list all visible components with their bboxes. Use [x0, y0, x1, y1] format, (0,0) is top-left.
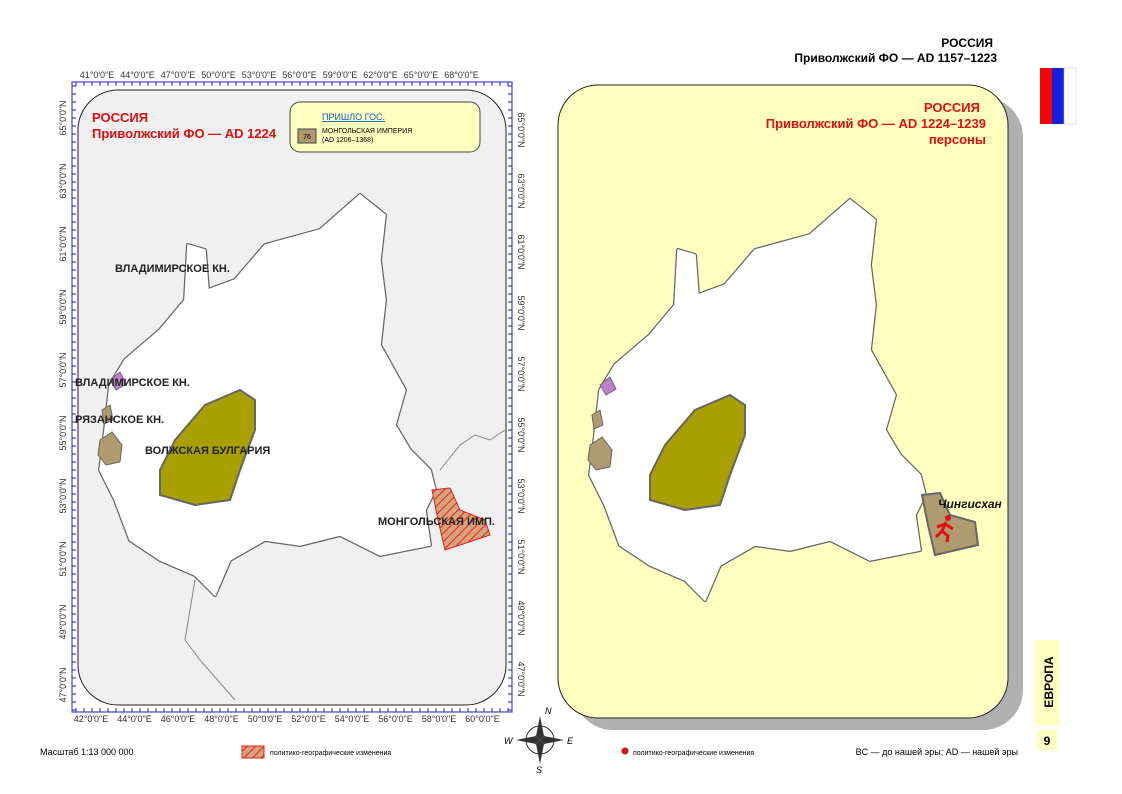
- right-tick-label: 51°0'0"N: [516, 539, 526, 574]
- right-tick-label: 65°0'0"N: [516, 112, 526, 147]
- left-subtitle: Приволжский ФО — AD 1224: [92, 126, 277, 141]
- legend-swatch: [297, 128, 317, 144]
- left-tick-label: 51°0'0"N: [58, 541, 68, 576]
- right-title: РОССИЯ: [924, 100, 980, 115]
- top-tick-label: 41°0'0"E: [80, 70, 115, 80]
- map-label: МОНГОЛЬСКАЯ ИМП.: [378, 516, 495, 528]
- bottom-tick-label: 42°0'0"E: [74, 714, 109, 724]
- legend-box: [289, 101, 481, 153]
- bottom-tick-label: 44°0'0"E: [117, 714, 152, 724]
- bottom-tick-label: 60°0'0"E: [465, 714, 500, 724]
- right-tick-label: 55°0'0"N: [516, 417, 526, 452]
- border-line: [439, 429, 506, 471]
- bottom-tick-label: 54°0'0"E: [335, 714, 370, 724]
- left-tick-label: 57°0'0"N: [58, 352, 68, 387]
- right-note: персоны: [929, 132, 986, 147]
- left-tick-label: 53°0'0"N: [58, 478, 68, 513]
- section-label: ЕВРОПА: [1042, 656, 1056, 707]
- right-tick-label: 61°0'0"N: [516, 234, 526, 269]
- flag-stripe: [1063, 67, 1077, 125]
- footer-swatch: [241, 745, 265, 759]
- person-label: Чингисхан: [938, 497, 1003, 511]
- footer-dot: [621, 747, 629, 755]
- left-tick-label: 55°0'0"N: [58, 415, 68, 450]
- left-tick-label: 65°0'0"N: [58, 100, 68, 135]
- mongol-area: [920, 491, 980, 557]
- bottom-tick-label: 50°0'0"E: [248, 714, 283, 724]
- right-tick-label: 47°0'0"N: [516, 661, 526, 696]
- page-number: 9: [1044, 734, 1051, 748]
- bottom-tick-label: 52°0'0"E: [291, 714, 326, 724]
- left-tick-label: 59°0'0"N: [58, 289, 68, 324]
- legend-heading: ПРИШЛО ГОС.: [322, 112, 385, 122]
- header-region: Приволжский ФО — AD 1157–1223: [794, 51, 997, 65]
- map-label: ВОЛЖСКАЯ БУЛГАРИЯ: [145, 445, 270, 457]
- bottom-tick-label: 56°0'0"E: [378, 714, 413, 724]
- border-line: [184, 579, 236, 701]
- compass-e: E: [567, 736, 574, 746]
- compass-n: N: [545, 706, 552, 716]
- header-country: РОССИЯ: [941, 36, 993, 50]
- coordinate-labels: 41°0'0"E 44°0'0"E 47°0'0"E 50°0'0"E 53°0'0"E…: [58, 70, 526, 724]
- right-tick-label: 53°0'0"N: [516, 478, 526, 513]
- flag-stripe: [1052, 68, 1064, 124]
- right-subtitle: Приволжский ФО — AD 1224–1239: [766, 116, 986, 131]
- bottom-tick-label: 58°0'0"E: [422, 714, 457, 724]
- right-tick-label: 57°0'0"N: [516, 356, 526, 391]
- person-icon: [934, 515, 954, 543]
- top-tick-label: 50°0'0"E: [201, 70, 236, 80]
- top-tick-label: 65°0'0"E: [404, 70, 439, 80]
- left-tick-label: 49°0'0"N: [58, 604, 68, 639]
- compass-w: W: [504, 736, 514, 746]
- frame-ticks: [72, 82, 512, 712]
- bottom-tick-label: 48°0'0"E: [204, 714, 239, 724]
- compass: [516, 716, 564, 764]
- top-tick-label: 53°0'0"E: [242, 70, 277, 80]
- top-tick-label: 62°0'0"E: [363, 70, 398, 80]
- right-tick-label: 63°0'0"N: [516, 173, 526, 208]
- top-tick-label: 68°0'0"E: [444, 70, 479, 80]
- mongol-area: [431, 487, 491, 551]
- map-label: РЯЗАНСКОЕ КН.: [75, 414, 164, 426]
- top-tick-label: 59°0'0"E: [323, 70, 358, 80]
- footer-legend-right: политико-географические изменения: [633, 750, 754, 757]
- right-tick-label: 49°0'0"N: [516, 600, 526, 635]
- legend-name: МОНГОЛЬСКАЯ ИМПЕРИЯ: [322, 128, 412, 135]
- compass-s: S: [536, 765, 542, 775]
- right-tick-label: 59°0'0"N: [516, 295, 526, 330]
- bottom-tick-label: 46°0'0"E: [161, 714, 196, 724]
- top-tick-label: 47°0'0"E: [161, 70, 196, 80]
- top-tick-label: 44°0'0"E: [120, 70, 155, 80]
- left-tick-label: 63°0'0"N: [58, 163, 68, 198]
- section-tab: [1035, 640, 1060, 725]
- left-title: РОССИЯ: [92, 110, 148, 125]
- map-label: ВЛАДИМИРСКОЕ КН.: [115, 263, 230, 275]
- legend-period: (AD 1206–1368): [322, 137, 373, 144]
- left-tick-label: 47°0'0"N: [58, 667, 68, 702]
- page-tab: [1037, 730, 1057, 750]
- top-tick-label: 56°0'0"E: [282, 70, 317, 80]
- left-tick-label: 61°0'0"N: [58, 226, 68, 261]
- map-label: ВЛАДИМИРСКОЕ КН.: [75, 377, 190, 389]
- flag-stripe: [1040, 68, 1052, 124]
- scale: Масштаб 1:13 000 000: [40, 747, 134, 757]
- footer-legend-left: политико-географические изменения: [270, 750, 391, 757]
- legend-code: 76: [303, 134, 311, 141]
- era-note: BC — до нашей эры; AD — нашей эры: [856, 747, 1018, 757]
